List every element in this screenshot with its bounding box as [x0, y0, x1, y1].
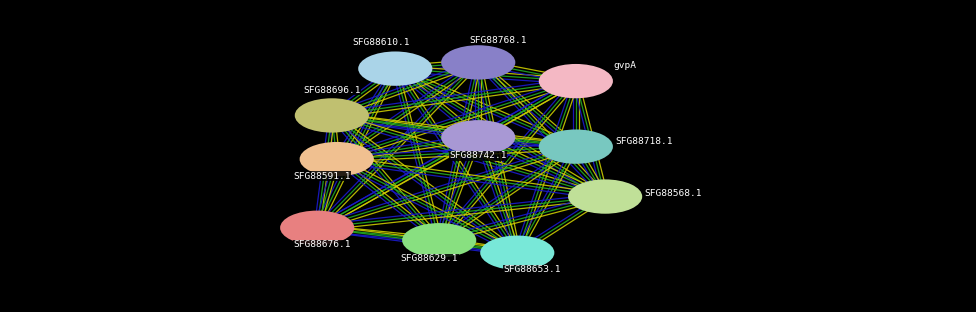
Text: SFG88742.1: SFG88742.1	[450, 152, 507, 160]
Ellipse shape	[358, 51, 432, 86]
Ellipse shape	[539, 129, 613, 164]
Text: SFG88568.1: SFG88568.1	[645, 189, 702, 198]
Ellipse shape	[441, 120, 515, 154]
Text: gvpA: gvpA	[613, 61, 636, 70]
Text: SFG88591.1: SFG88591.1	[294, 172, 350, 181]
Text: SFG88610.1: SFG88610.1	[352, 38, 409, 46]
Text: SFG88718.1: SFG88718.1	[616, 138, 672, 146]
Ellipse shape	[300, 142, 374, 176]
Ellipse shape	[295, 98, 369, 133]
Text: SFG88653.1: SFG88653.1	[504, 266, 560, 274]
Ellipse shape	[280, 211, 354, 245]
Text: SFG88629.1: SFG88629.1	[401, 255, 458, 263]
Ellipse shape	[539, 64, 613, 98]
Ellipse shape	[568, 179, 642, 214]
Text: SFG88696.1: SFG88696.1	[304, 86, 360, 95]
Ellipse shape	[441, 45, 515, 80]
Text: SFG88768.1: SFG88768.1	[469, 36, 526, 45]
Text: SFG88676.1: SFG88676.1	[294, 241, 350, 249]
Ellipse shape	[402, 223, 476, 257]
Ellipse shape	[480, 236, 554, 270]
